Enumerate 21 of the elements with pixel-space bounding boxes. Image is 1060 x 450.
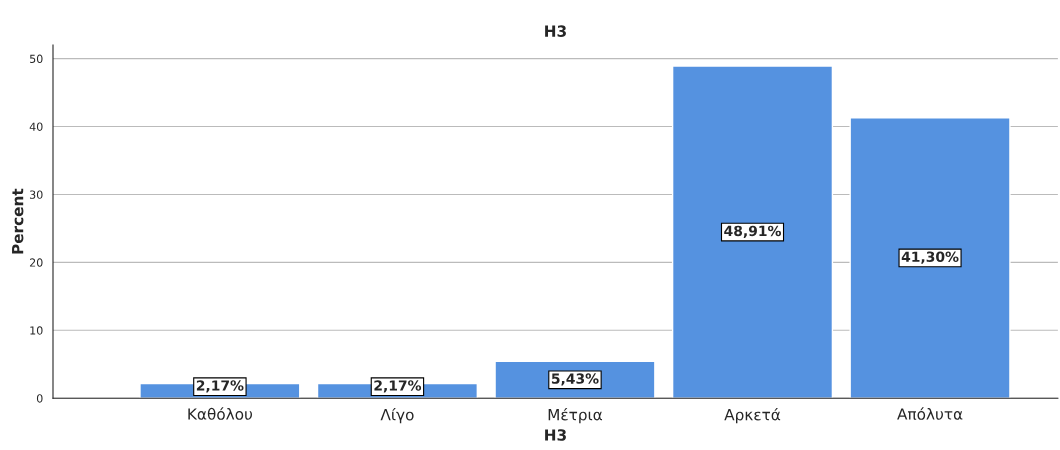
x-tick-label: Λίγο bbox=[380, 407, 414, 424]
y-tick-label: 30 bbox=[29, 190, 43, 199]
data-label: 2,17% bbox=[196, 380, 244, 393]
data-label: 48,91% bbox=[724, 225, 781, 238]
bar bbox=[849, 116, 1011, 399]
x-axis-title: H3 bbox=[545, 429, 566, 441]
data-label: 41,30% bbox=[901, 251, 959, 264]
x-tick-label: Απόλυτα bbox=[897, 407, 963, 420]
y-tick-label: 20 bbox=[29, 258, 43, 267]
y-tick-label: 10 bbox=[30, 326, 43, 335]
chart-title: H3 bbox=[545, 25, 566, 37]
x-tick-label: Καθόλου bbox=[188, 407, 252, 420]
y-tick-label: 0 bbox=[36, 394, 43, 403]
data-label: 2,17% bbox=[374, 380, 422, 393]
y-tick-label: 50 bbox=[30, 54, 43, 63]
data-label: 5,43% bbox=[551, 373, 599, 386]
bar bbox=[671, 65, 834, 399]
y-axis-title: Percent bbox=[12, 188, 24, 254]
x-tick-label: Μέτρια bbox=[548, 407, 603, 424]
x-tick-label: Αρκετά bbox=[724, 407, 781, 424]
y-tick-label: 40 bbox=[29, 122, 43, 131]
